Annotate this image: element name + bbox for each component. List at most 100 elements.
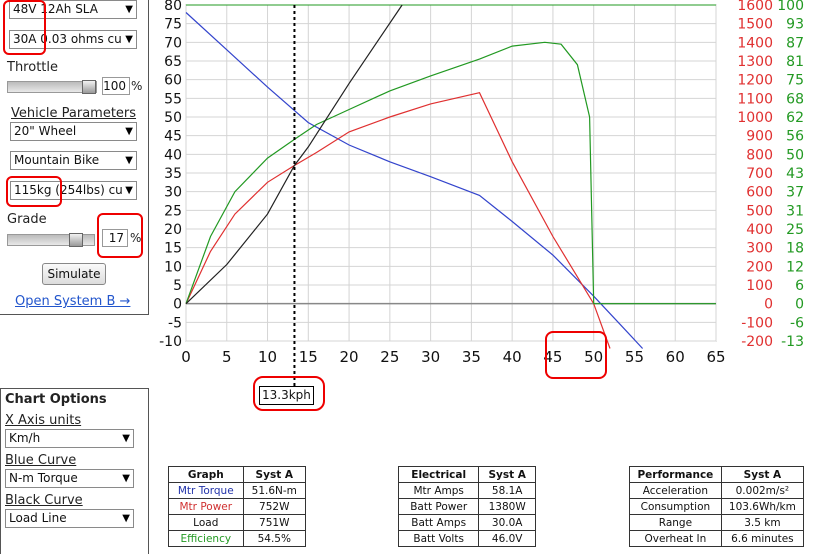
table-cell: 46.0V: [478, 530, 536, 547]
chevron-down-icon: ▼: [125, 34, 133, 45]
table-row: Load 751W: [168, 514, 307, 531]
annotation-circle: [545, 331, 607, 379]
power-tick-label: 900: [746, 129, 773, 145]
controller-select-value: 30A 0.03 ohms cu: [13, 32, 122, 46]
efficiency-tick-label: -13: [781, 334, 804, 350]
black-curve-select[interactable]: Load Line ▼: [5, 509, 134, 528]
open-system-b-link[interactable]: Open System B →: [15, 294, 131, 309]
blue-curve-select[interactable]: N-m Torque ▼: [5, 469, 134, 488]
simulate-button[interactable]: Simulate: [42, 263, 106, 285]
weight-select[interactable]: 115kg (254lbs) cu ▼: [10, 181, 137, 200]
x-tick-label: 20: [340, 348, 359, 366]
y-tick-label: 30: [164, 185, 182, 201]
wheel-select[interactable]: 20" Wheel ▼: [10, 122, 137, 141]
y-tick-label: 25: [164, 203, 182, 219]
chevron-down-icon: ▼: [125, 155, 133, 166]
table-cell: 3.5 km: [720, 514, 805, 531]
efficiency-tick-label: 100: [777, 0, 804, 14]
x-tick-label: 40: [503, 348, 522, 366]
table-row: Batt Power 1380W: [397, 498, 536, 515]
power-tick-label: 500: [746, 203, 773, 219]
chevron-down-icon: ▼: [125, 126, 133, 137]
grade-unit: %: [130, 231, 142, 245]
y-tick-label: 5: [173, 278, 182, 294]
x-tick-label: 60: [666, 348, 685, 366]
y-tick-label: 15: [164, 241, 182, 257]
y-tick-label: 50: [164, 110, 182, 126]
table-header-row: Electrical Syst A: [397, 466, 536, 483]
power-tick-label: 1200: [737, 73, 773, 89]
electrical-results-table: Electrical Syst A Mtr Amps 58.1A Batt Po…: [397, 466, 536, 547]
table-header-row: Performance Syst A: [629, 466, 805, 483]
y-tick-label: 60: [164, 73, 182, 89]
table-row: Mtr Amps 58.1A: [397, 482, 536, 499]
throttle-slider-handle[interactable]: [82, 80, 96, 94]
table-header-cell: Syst A: [478, 466, 536, 483]
grade-input[interactable]: 17: [102, 229, 128, 247]
table-row: Overheat In 6.6 minutes: [629, 530, 805, 547]
power-tick-label: 1000: [737, 110, 773, 126]
throttle-input[interactable]: 100: [102, 77, 130, 95]
y-tick-label: -5: [168, 315, 182, 331]
black-curve-label: Black Curve: [5, 493, 83, 508]
table-cell: Range: [629, 514, 722, 531]
x-axis-units-select[interactable]: Km/h ▼: [5, 429, 134, 448]
controller-select[interactable]: 30A 0.03 ohms cu ▼: [9, 30, 137, 49]
y-tick-label: 20: [164, 222, 182, 238]
table-cell: 54.5%: [242, 530, 307, 547]
x-tick-label: 35: [462, 348, 481, 366]
table-row: Batt Volts 46.0V: [397, 530, 536, 547]
efficiency-tick-label: 12: [786, 259, 804, 275]
performance-results-table: Performance Syst A Acceleration 0.002m/s…: [629, 466, 805, 547]
power-tick-label: 1500: [737, 17, 773, 33]
annotation-circle: [253, 376, 325, 411]
power-tick-label: 600: [746, 185, 773, 201]
x-tick-label: 50: [584, 348, 603, 366]
efficiency-tick-label: 56: [786, 129, 804, 145]
table-header-cell: Performance: [629, 466, 722, 483]
throttle-slider[interactable]: [7, 80, 97, 94]
table-row: Mtr Power 752W: [168, 498, 307, 515]
chart-options-heading: Chart Options: [5, 392, 107, 407]
table-cell: 752W: [242, 498, 307, 515]
vehicle-parameters-heading: Vehicle Parameters: [11, 106, 137, 121]
table-cell: Efficiency: [168, 530, 244, 547]
black-curve-value: Load Line: [9, 511, 67, 525]
power-tick-label: 0: [764, 297, 773, 313]
power-tick-label: 400: [746, 222, 773, 238]
chevron-down-icon: ▼: [122, 473, 130, 484]
efficiency-tick-label: 50: [786, 147, 804, 163]
table-cell: 103.6Wh/km: [720, 498, 805, 515]
efficiency-tick-label: 6: [795, 278, 804, 294]
bike-type-select[interactable]: Mountain Bike ▼: [10, 151, 137, 170]
x-tick-label: 45: [543, 348, 562, 366]
table-row: Consumption 103.6Wh/km: [629, 498, 805, 515]
black-curve: [185, 4, 403, 305]
green-curve: [185, 41, 716, 305]
grade-slider[interactable]: [7, 233, 95, 247]
efficiency-tick-label: 68: [786, 91, 804, 107]
table-cell: Overheat In: [629, 530, 722, 547]
table-cell: Mtr Amps: [397, 482, 480, 499]
x-axis-units-label: X Axis units: [5, 413, 82, 428]
x-tick-label: 15: [299, 348, 318, 366]
efficiency-tick-label: 0: [795, 297, 804, 313]
y-tick-label: -10: [159, 334, 182, 350]
annotation-circle: [6, 176, 62, 207]
table-cell: Mtr Power: [168, 498, 244, 515]
x-tick-label: 30: [421, 348, 440, 366]
graph-results-table: Graph Syst A Mtr Torque 51.6N-m Mtr Powe…: [168, 466, 307, 547]
y-tick-label: 35: [164, 166, 182, 182]
table-cell: Batt Amps: [397, 514, 480, 531]
table-header-cell: Syst A: [720, 466, 805, 483]
power-tick-label: 300: [746, 241, 773, 257]
table-cell: 751W: [242, 514, 307, 531]
red-curve: [185, 92, 611, 349]
system-a-panel: 48V 12Ah SLA ▼ 30A 0.03 ohms cu ▼ Throttle…: [0, 0, 149, 315]
power-tick-label: 700: [746, 166, 773, 182]
table-header-cell: Syst A: [242, 466, 307, 483]
power-tick-label: 1600: [737, 0, 773, 14]
power-tick-label: 800: [746, 147, 773, 163]
chart-options-panel: Chart Options X Axis units Km/h ▼ Blue Cu…: [0, 388, 149, 554]
grade-slider-handle[interactable]: [69, 233, 84, 247]
